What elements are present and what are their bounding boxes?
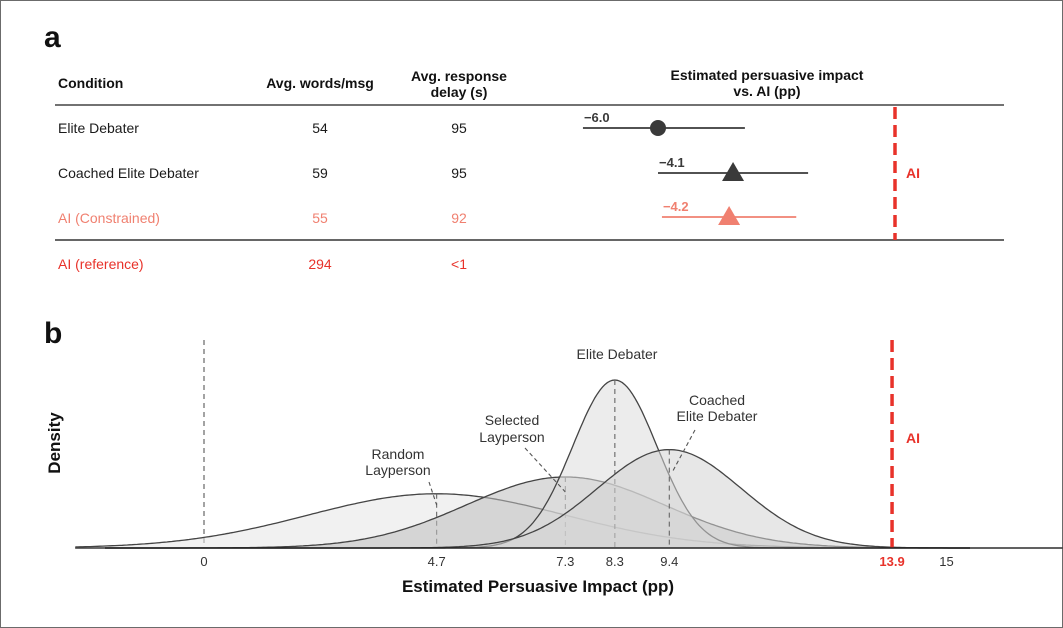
- point-ai-constrained-: [718, 206, 741, 225]
- curve-label-elite-debater: Elite Debater: [577, 346, 658, 362]
- curve-label-random-layperson: Random: [372, 446, 425, 462]
- density-ai-label: AI: [906, 430, 920, 446]
- header-delay-line1: Avg. response: [411, 68, 507, 84]
- header-delay-line2: delay (s): [431, 84, 488, 100]
- x-tick-label: 4.7: [428, 554, 446, 569]
- x-tick-label: 8.3: [606, 554, 624, 569]
- curve-label-coached-elite-debater: Elite Debater: [677, 408, 758, 424]
- row-elite-condition: Elite Debater: [58, 120, 139, 136]
- leader-line-coached-elite-debater: [671, 429, 696, 473]
- row-coached-words: 59: [312, 165, 328, 181]
- density-area-coached-elite-debater: [75, 449, 1063, 548]
- estimate-label-coached-elite-debater: −4.1: [659, 155, 685, 170]
- panel-a-letter: a: [44, 21, 61, 54]
- x-tick-label: 0: [200, 554, 207, 569]
- curve-label-selected-layperson: Layperson: [479, 429, 544, 445]
- density-x-axis-label: Estimated Persuasive Impact (pp): [402, 577, 674, 596]
- density-area-elite-debater: [75, 380, 1063, 548]
- x-tick-label: 9.4: [660, 554, 678, 569]
- x-tick-label: 7.3: [556, 554, 574, 569]
- row-ai-constrained-words: 55: [312, 210, 328, 226]
- row-ai-reference-words: 294: [308, 256, 332, 272]
- header-condition: Condition: [58, 75, 123, 91]
- row-ai-reference-condition: AI (reference): [58, 256, 144, 272]
- leader-line-selected-layperson: [524, 447, 566, 493]
- forest-ai-label: AI: [906, 165, 920, 181]
- row-elite-delay: 95: [451, 120, 467, 136]
- panel-b-letter: b: [44, 317, 62, 350]
- curve-label-coached-elite-debater: Coached: [689, 392, 745, 408]
- estimate-label-ai-constrained-: −4.2: [663, 199, 689, 214]
- x-tick-label: 13.9: [879, 554, 904, 569]
- header-words: Avg. words/msg: [266, 75, 374, 91]
- estimate-label-elite-debater: −6.0: [584, 110, 610, 125]
- curve-label-selected-layperson: Selected: [485, 412, 539, 428]
- header-impact-line2: vs. AI (pp): [733, 83, 800, 99]
- point-elite-debater: [650, 120, 666, 136]
- row-ai-reference-delay: <1: [451, 256, 467, 272]
- x-tick-label: 15: [939, 554, 953, 569]
- row-coached-condition: Coached Elite Debater: [58, 165, 199, 181]
- header-impact-line1: Estimated persuasive impact: [671, 67, 864, 83]
- row-ai-constrained-delay: 92: [451, 210, 467, 226]
- row-ai-constrained-condition: AI (Constrained): [58, 210, 160, 226]
- row-coached-delay: 95: [451, 165, 467, 181]
- density-y-axis-label: Density: [45, 412, 64, 474]
- row-elite-words: 54: [312, 120, 328, 136]
- point-coached-elite-debater: [722, 162, 745, 181]
- curve-label-random-layperson: Layperson: [365, 462, 430, 478]
